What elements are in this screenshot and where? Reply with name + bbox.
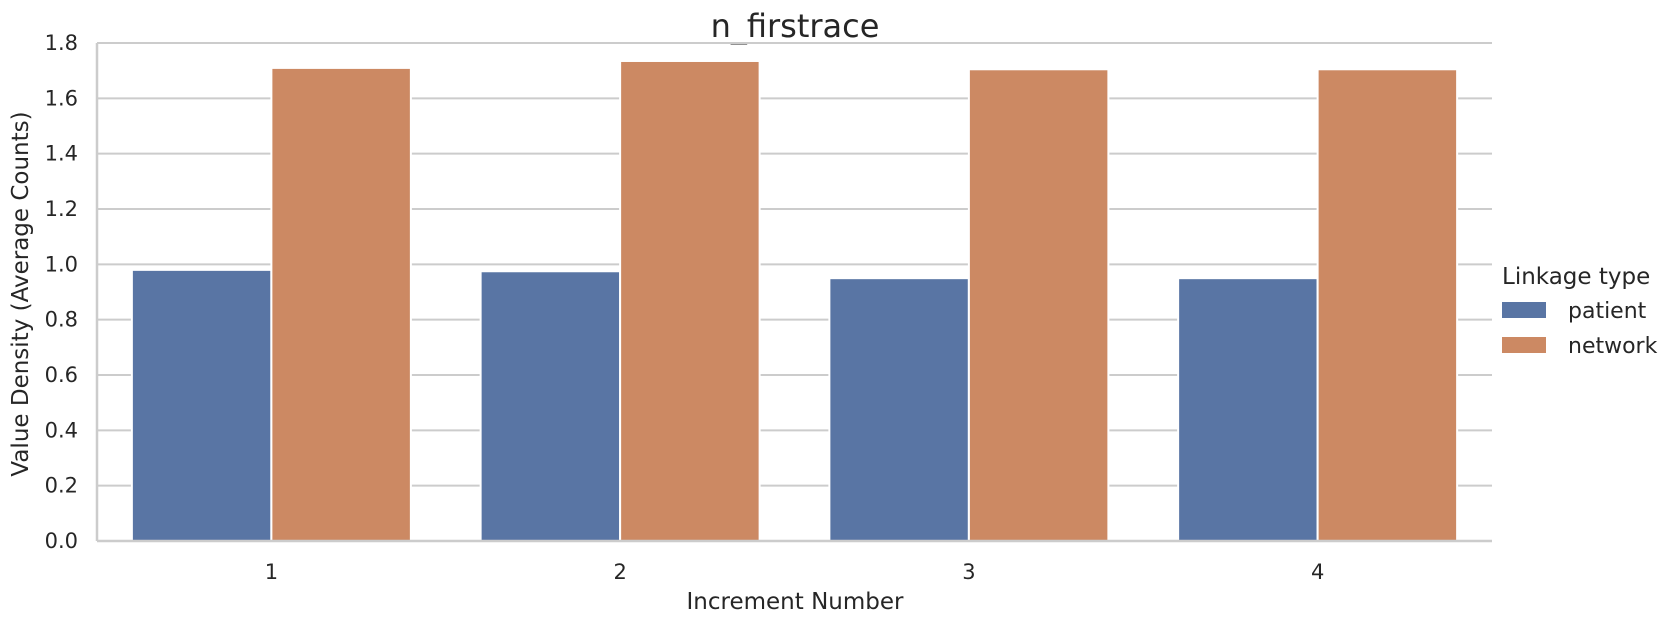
chart-title: n_firstrace: [711, 7, 880, 45]
y-tick-label: 1.8: [45, 31, 78, 55]
x-axis-label: Increment Number: [687, 589, 905, 615]
x-tick-label: 3: [962, 560, 975, 584]
x-tick-label: 2: [613, 560, 626, 584]
y-tick-label: 1.0: [45, 252, 78, 276]
bar-network-4: [1316, 68, 1459, 543]
bars: [130, 59, 1459, 543]
y-tick-label: 0.0: [45, 529, 78, 553]
y-tick-label: 0.4: [45, 418, 78, 442]
legend: Linkage type patient network: [1502, 264, 1658, 359]
bar-network-2: [619, 59, 761, 542]
legend-swatch-patient: [1502, 302, 1546, 318]
legend-title: Linkage type: [1502, 264, 1650, 290]
y-tick-label: 1.6: [45, 86, 78, 110]
x-axis-ticks: 1 2 3 4: [265, 560, 1325, 584]
legend-label-network: network: [1568, 334, 1658, 359]
y-axis-ticks: 0.0 0.2 0.4 0.6 0.8 1.0 1.2 1.4 1.6 1.8: [45, 31, 78, 553]
y-tick-label: 1.2: [45, 197, 78, 221]
bar-network-3: [967, 68, 1110, 543]
legend-swatch-network: [1502, 337, 1546, 353]
y-tick-label: 0.8: [45, 308, 78, 332]
bar-patient-4: [1177, 277, 1319, 542]
bar-patient-2: [479, 270, 622, 542]
x-tick-label: 4: [1311, 560, 1324, 584]
x-tick-label: 1: [265, 560, 278, 584]
bar-patient-1: [130, 268, 273, 542]
bar-patient-3: [828, 277, 970, 542]
y-axis-label: Value Density (Average Counts): [8, 111, 34, 476]
y-tick-label: 1.4: [45, 142, 78, 166]
y-tick-label: 0.2: [45, 474, 78, 498]
legend-label-patient: patient: [1568, 299, 1647, 324]
y-tick-label: 0.6: [45, 363, 78, 387]
bar-network-1: [270, 66, 412, 543]
